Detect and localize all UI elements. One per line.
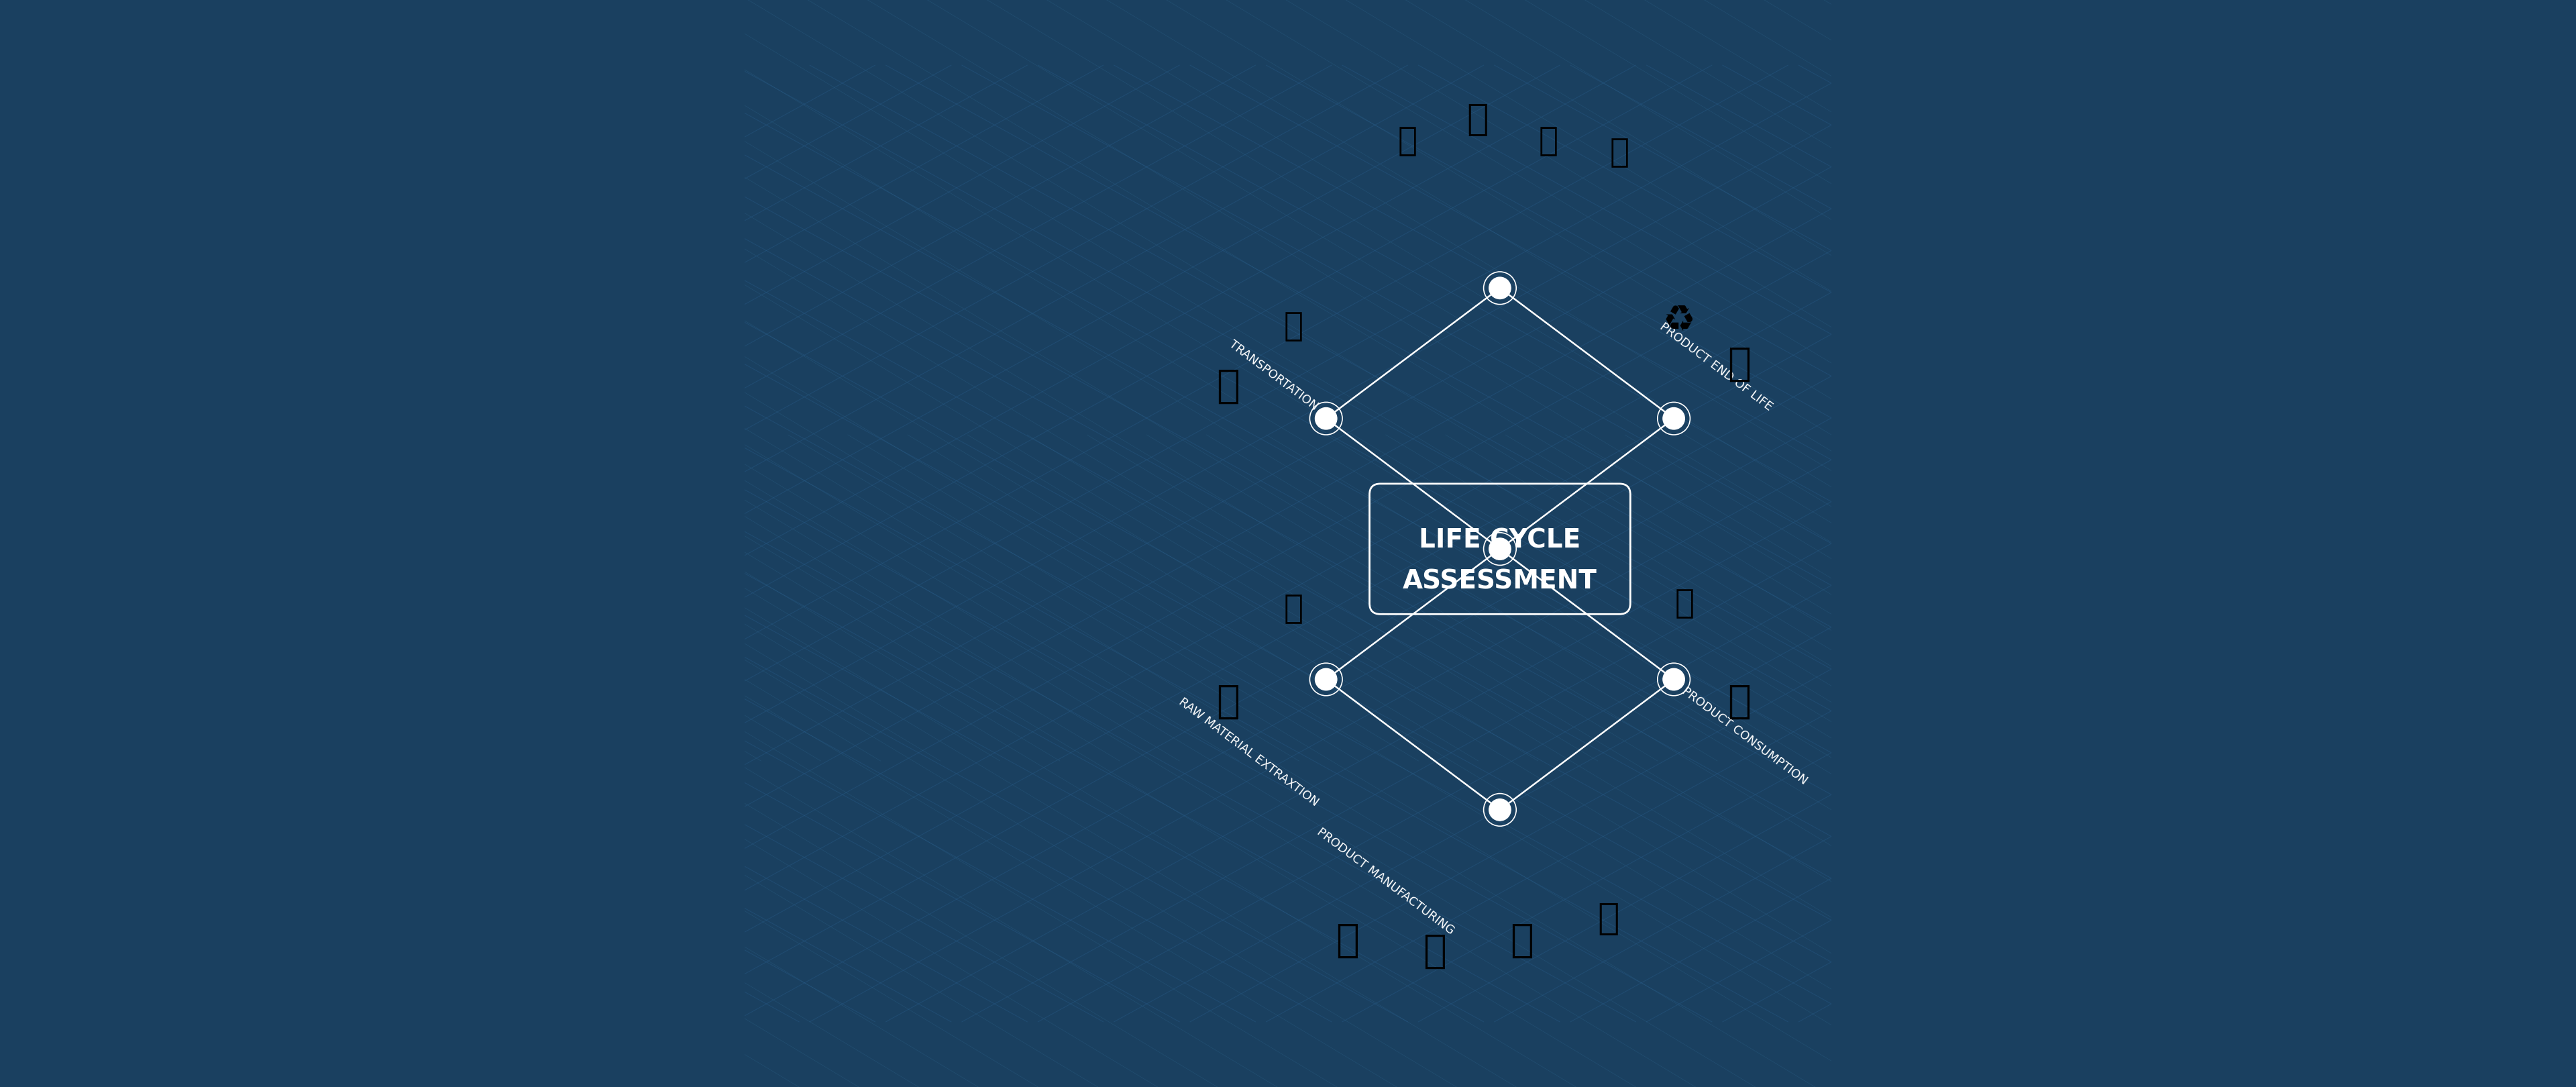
Text: PRODUCT MANUFACTURING: PRODUCT MANUFACTURING — [1314, 826, 1455, 937]
Text: 🏭: 🏭 — [1674, 587, 1695, 620]
Text: 📦: 📦 — [1597, 901, 1620, 936]
Circle shape — [1664, 408, 1685, 429]
Text: 🗑️: 🗑️ — [1468, 102, 1489, 137]
Circle shape — [1664, 669, 1685, 690]
Text: 🏭: 🏭 — [1337, 921, 1360, 960]
Text: PRODUCT CONSUMPTION: PRODUCT CONSUMPTION — [1680, 685, 1808, 787]
Text: ♻️: ♻️ — [1664, 303, 1695, 338]
Text: ASSESSMENT: ASSESSMENT — [1404, 569, 1597, 595]
Text: 🚚: 🚚 — [1728, 682, 1752, 721]
Text: 🌾: 🌾 — [1216, 682, 1239, 721]
Circle shape — [1489, 538, 1510, 560]
Circle shape — [1489, 277, 1510, 299]
Text: 🏭: 🏭 — [1422, 932, 1448, 971]
Circle shape — [1489, 799, 1510, 821]
Text: RAW MATERIAL EXTRAXTION: RAW MATERIAL EXTRAXTION — [1177, 696, 1321, 809]
Text: 🚚: 🚚 — [1216, 366, 1239, 405]
Text: 📦: 📦 — [1283, 310, 1303, 342]
Text: 🗑️: 🗑️ — [1399, 125, 1417, 158]
Text: PRODUCT END OF LIFE: PRODUCT END OF LIFE — [1656, 321, 1775, 413]
Text: TRANSPORTATION: TRANSPORTATION — [1226, 338, 1321, 413]
Text: 🚛: 🚛 — [1728, 345, 1752, 384]
Text: 🏭: 🏭 — [1510, 921, 1533, 960]
Circle shape — [1316, 408, 1337, 429]
Circle shape — [1316, 669, 1337, 690]
Text: 📦: 📦 — [1283, 592, 1303, 625]
Text: 🗑️: 🗑️ — [1538, 125, 1558, 158]
Text: 🗑️: 🗑️ — [1610, 136, 1628, 168]
Text: LIFE CYCLE: LIFE CYCLE — [1419, 527, 1582, 553]
